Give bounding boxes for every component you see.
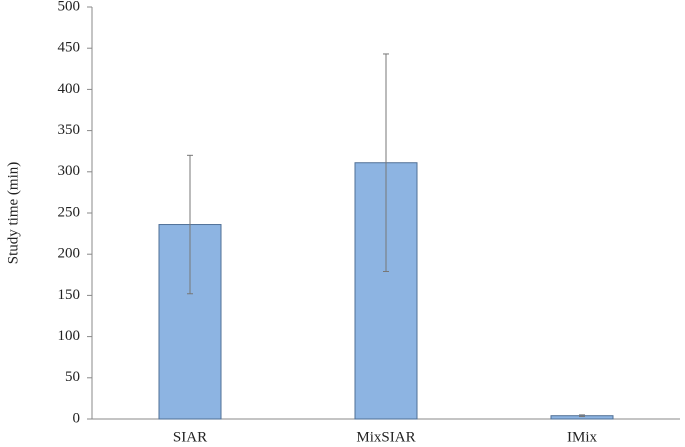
y-tick-label: 300: [58, 163, 81, 179]
y-tick-label: 350: [58, 122, 81, 138]
y-tick-label: 100: [58, 328, 81, 344]
y-tick-label: 450: [58, 40, 81, 56]
x-tick-label: IMix: [567, 429, 598, 445]
y-tick-label: 50: [65, 369, 80, 385]
x-tick-label: SIAR: [173, 429, 207, 445]
error-bar: [579, 414, 585, 418]
y-tick-label: 150: [58, 287, 81, 303]
error-bar: [383, 53, 389, 273]
y-tick-label: 500: [58, 0, 81, 14]
error-bar: [187, 154, 193, 295]
y-tick-label: 250: [58, 204, 81, 220]
y-tick-label: 200: [58, 246, 81, 262]
y-axis-label: Study time (min): [5, 162, 21, 265]
x-tick-label: MixSIAR: [356, 429, 415, 445]
y-tick-label: 400: [58, 81, 81, 97]
y-tick-label: 0: [73, 410, 81, 426]
